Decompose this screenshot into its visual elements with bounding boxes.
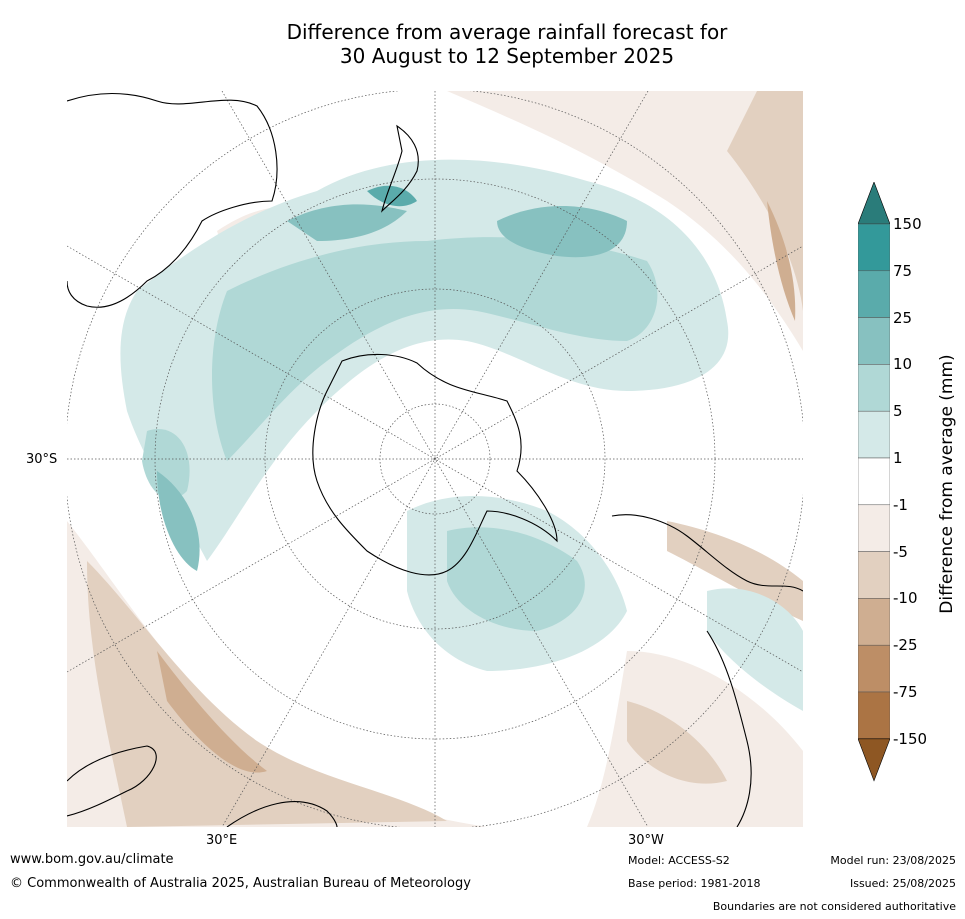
colorbar-tick-label: -10 xyxy=(893,589,918,608)
colorbar-segment xyxy=(858,270,890,318)
colorbar-extend-top xyxy=(858,182,890,225)
colorbar-tick-label: -75 xyxy=(893,683,918,701)
colorbar-segment xyxy=(858,317,890,365)
colorbar-label-text: Difference from average (mm) xyxy=(937,354,957,614)
colorbar-tick-label: -5 xyxy=(893,542,908,561)
title-line-2: 30 August to 12 September 2025 xyxy=(339,44,675,68)
coastlines xyxy=(67,92,803,827)
issued-date: Issued: 25/08/2025 xyxy=(849,877,956,890)
colorbar-tick-label: -25 xyxy=(893,636,918,655)
colorbar-segment xyxy=(858,551,890,599)
copyright-notice: © Commonwealth of Australia 2025, Austra… xyxy=(10,876,471,891)
colorbar-tick-label: 5 xyxy=(893,402,903,421)
colorbar-tick-label: 75 xyxy=(893,261,913,280)
colorbar-tick-label: -150 xyxy=(893,729,928,748)
base-period: Base period: 1981-2018 xyxy=(628,877,761,890)
graticule xyxy=(67,91,803,827)
colorbar xyxy=(858,182,890,782)
longitude-label-west: 30°W xyxy=(628,833,664,848)
longitude-label-east: 30°E xyxy=(206,833,238,848)
colorbar-segment xyxy=(858,223,890,272)
colorbar-segment xyxy=(858,457,890,506)
colorbar-tick-label: 150 xyxy=(893,215,922,233)
title-line-1: Difference from average rainfall forecas… xyxy=(286,20,728,44)
colorbar-segment xyxy=(858,504,890,552)
boundaries-disclaimer: Boundaries are not considered authoritat… xyxy=(712,900,956,913)
colorbar-tick-label: 10 xyxy=(893,355,913,374)
latitude-label: 30°S xyxy=(26,452,58,467)
colorbar-segment xyxy=(858,691,890,740)
colorbar-segment xyxy=(858,598,890,646)
colorbar-segment xyxy=(858,644,890,693)
model-run-date: Model run: 23/08/2025 xyxy=(830,854,956,867)
above-average-areas xyxy=(120,159,803,711)
map-title: Difference from average rainfall forecas… xyxy=(0,20,965,68)
website-link[interactable]: www.bom.gov.au/climate xyxy=(10,852,174,867)
colorbar-segment xyxy=(858,410,890,459)
colorbar-tick-label: -1 xyxy=(893,495,908,514)
colorbar-tick-label: 25 xyxy=(893,308,913,327)
colorbar-extend-bottom xyxy=(858,738,890,782)
model-name: Model: ACCESS-S2 xyxy=(628,854,730,867)
rainfall-anomaly-map xyxy=(67,91,803,827)
colorbar-tick-label: 1 xyxy=(893,449,903,467)
colorbar-segment xyxy=(858,364,890,412)
